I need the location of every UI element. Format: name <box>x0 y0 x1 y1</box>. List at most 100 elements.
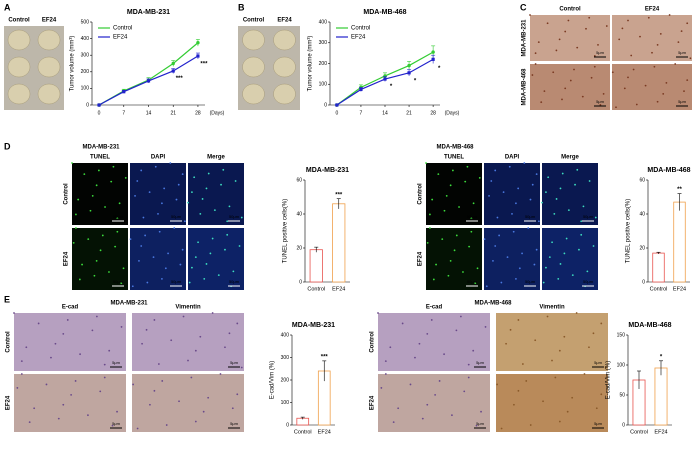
cell-texture <box>508 165 511 168</box>
tumor <box>37 29 61 51</box>
cell-texture <box>152 256 155 259</box>
cell-texture <box>108 349 111 352</box>
chart-title: MDA-MB-231 <box>306 167 349 174</box>
cell-texture <box>187 201 189 204</box>
cell-texture <box>148 191 151 194</box>
scale-bar-label: 50μm <box>525 279 536 284</box>
y-tick-label: 300 <box>319 40 328 46</box>
cell-texture <box>563 252 566 255</box>
micrograph <box>14 374 126 432</box>
cell-texture <box>517 319 520 321</box>
cell-texture <box>207 172 210 175</box>
cell-texture <box>464 180 467 183</box>
image-row-label: Control <box>370 331 376 353</box>
cell-texture <box>496 383 499 386</box>
cell-texture <box>421 417 424 420</box>
cell-texture <box>129 238 132 241</box>
cell-texture <box>590 76 593 79</box>
tumor <box>7 83 31 105</box>
data-point <box>431 50 435 54</box>
cell-texture <box>533 263 536 266</box>
cell-texture <box>552 71 555 74</box>
image-column-label: TUNEL <box>444 155 464 161</box>
cell-texture <box>124 176 127 179</box>
micrograph <box>530 64 610 110</box>
cell-texture <box>91 329 94 332</box>
cell-texture <box>627 76 629 79</box>
cell-texture <box>534 63 537 65</box>
cell-texture <box>83 173 86 176</box>
cell-texture <box>209 252 212 255</box>
cell-texture <box>558 38 561 41</box>
scale-bar-label: 5μm <box>230 360 239 365</box>
cell-texture <box>554 376 557 379</box>
y-axis-label: Tumor volume (mm³) <box>70 36 76 92</box>
cell-texture <box>240 216 243 219</box>
cell-texture <box>232 270 235 273</box>
cell-texture <box>680 30 683 32</box>
x-tick-label: 28 <box>195 110 201 116</box>
series-line <box>98 42 199 106</box>
bar <box>332 203 346 283</box>
cell-texture <box>527 227 530 229</box>
photo-column-label: EF24 <box>277 18 292 24</box>
cell-texture <box>194 256 197 259</box>
cell-texture <box>500 427 503 430</box>
image-row-label: MDA-MB-231 <box>522 19 528 57</box>
cell-texture <box>576 168 579 171</box>
cell-texture <box>583 373 586 375</box>
y-tick-label: 200 <box>81 69 90 75</box>
cell-texture <box>203 277 206 280</box>
image-column-label: Vimentin <box>175 305 201 311</box>
cell-texture <box>91 194 94 197</box>
cell-texture <box>546 22 549 25</box>
cell-texture <box>197 241 199 244</box>
cell-texture <box>175 198 178 201</box>
cell-texture <box>199 335 202 338</box>
cell-texture <box>630 54 633 57</box>
x-tick-label: Control <box>294 429 312 435</box>
cell-texture <box>623 87 626 90</box>
cell-texture <box>224 346 226 349</box>
cell-texture <box>161 202 163 205</box>
cell-texture <box>145 328 148 331</box>
panel-letter: A <box>4 2 11 12</box>
cell-texture <box>551 241 553 244</box>
cell-texture <box>414 356 416 359</box>
cell-texture <box>559 187 562 190</box>
cell-texture <box>138 259 140 262</box>
cell-texture <box>618 38 621 41</box>
x-tick-label: 0 <box>335 110 338 116</box>
x-tick-label: Control <box>307 286 325 292</box>
cell-texture <box>161 380 164 382</box>
cell-texture <box>604 366 607 369</box>
x-tick-label: EF24 <box>673 286 686 292</box>
cell-texture <box>211 237 214 240</box>
image-row-label: EF24 <box>418 251 424 266</box>
cell-texture <box>429 213 431 216</box>
micrograph <box>132 374 244 432</box>
cell-texture <box>586 270 589 273</box>
cell-texture <box>50 356 52 359</box>
micrograph <box>530 15 610 61</box>
y-tick-label: 0 <box>86 102 89 108</box>
cell-texture <box>426 403 429 406</box>
cell-texture <box>529 198 532 201</box>
image-row-label: EF24 <box>64 251 70 266</box>
cell-texture <box>194 420 197 423</box>
cell-texture <box>54 342 57 345</box>
cell-texture <box>409 383 412 386</box>
cell-texture <box>222 168 225 171</box>
cell-texture <box>101 234 104 237</box>
cell-texture <box>377 312 379 314</box>
cell-texture <box>502 191 505 194</box>
image-column-label: DAPI <box>505 155 520 161</box>
cell-texture <box>441 238 444 241</box>
cell-texture <box>93 274 96 277</box>
cell-texture <box>153 389 156 392</box>
x-tick-label: 14 <box>382 110 388 116</box>
y-tick-label: 50 <box>619 392 625 398</box>
cell-texture <box>571 274 574 277</box>
cell-texture <box>437 173 440 176</box>
x-tick-label: 21 <box>170 110 176 116</box>
